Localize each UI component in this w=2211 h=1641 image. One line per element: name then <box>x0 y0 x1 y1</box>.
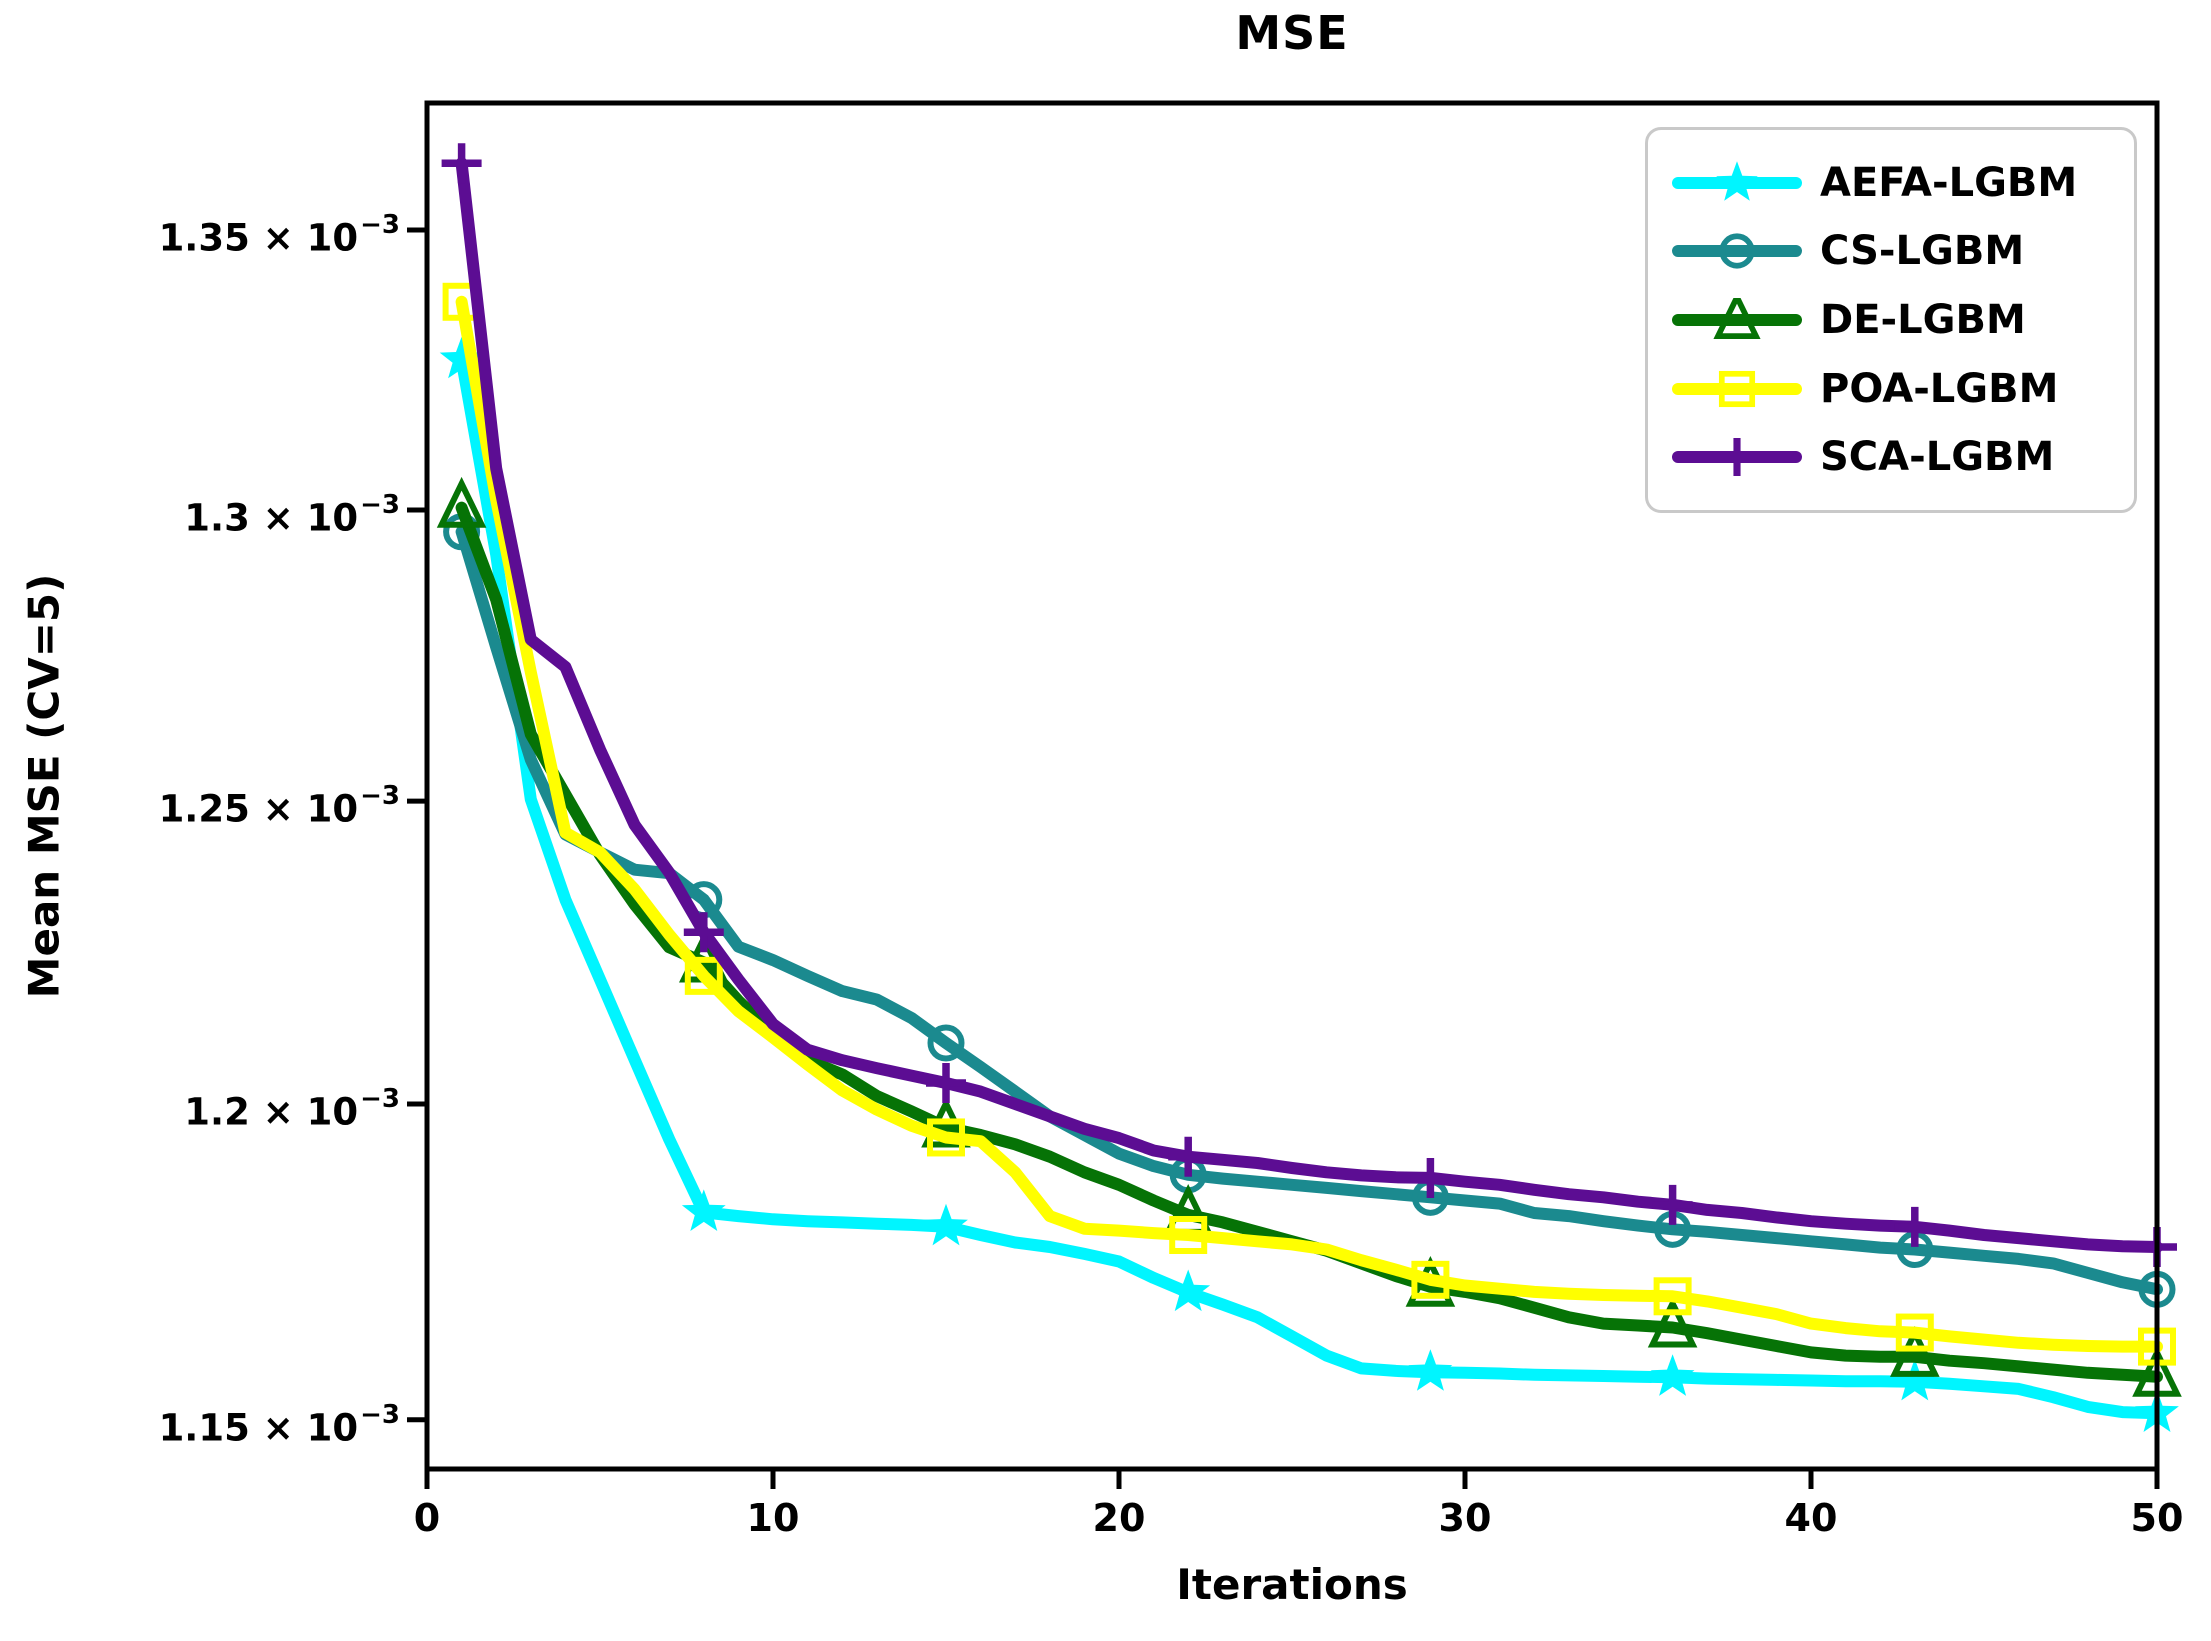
aefa-lgbm-line <box>455 353 2163 1420</box>
x-tick-label-2: 20 <box>1092 1496 1146 1540</box>
poa-lgbm-square-marker <box>1169 1215 1208 1254</box>
legend-item-sca-lgbm: SCA-LGBM <box>1672 435 2134 479</box>
x-tick-label-0: 0 <box>413 1496 441 1540</box>
legend-circle-marker <box>1719 233 1755 269</box>
aefa-lgbm-star-marker <box>1408 1349 1453 1391</box>
sca-lgbm-plus-marker <box>926 1062 966 1103</box>
sca-lgbm-plus-marker <box>1168 1136 1209 1177</box>
aefa-lgbm-star-marker <box>1166 1269 1211 1312</box>
aefa-lgbm-star-marker <box>1650 1354 1695 1396</box>
legend-item-poa-lgbm: POA-LGBM <box>1672 367 2134 411</box>
x-tick-label-5: 50 <box>2130 1496 2184 1540</box>
plus-marker-icon <box>1672 438 1802 477</box>
aefa-lgbm-star-marker <box>924 1203 968 1246</box>
y-tick-label-4: 1.15 × 10−3 <box>158 1399 400 1450</box>
circle-marker-icon <box>1672 233 1802 269</box>
x-tick-label-4: 40 <box>1784 1496 1838 1540</box>
legend-triangle-marker <box>1713 297 1761 339</box>
legend-item-de-lgbm: DE-LGBM <box>1672 296 2134 343</box>
poa-lgbm-square-marker <box>1653 1277 1692 1316</box>
legend-label: AEFA-LGBM <box>1820 159 2078 206</box>
aefa-lgbm-star-marker <box>681 1189 726 1231</box>
cs-lgbm-circle-marker <box>927 1024 965 1062</box>
sca-lgbm-plus-marker <box>1410 1157 1451 1198</box>
legend-label: DE-LGBM <box>1820 296 2026 343</box>
poa-lgbm-line <box>455 295 2163 1353</box>
legend-square-marker <box>1718 370 1756 407</box>
legend-star-marker <box>1716 160 1758 201</box>
legend-item-cs-lgbm: CS-LGBM <box>1672 229 2134 273</box>
sca-lgbm-plus-marker <box>441 143 482 184</box>
y-tick-label-0: 1.35 × 10−3 <box>158 209 400 260</box>
legend-plus-marker <box>1718 438 1756 477</box>
aefa-lgbm-star-marker <box>1892 1358 1937 1401</box>
de-lgbm-triangle-marker <box>1889 1325 1940 1377</box>
poa-lgbm-square-marker <box>1411 1260 1450 1299</box>
legend: AEFA-LGBM CS-LGBM DE-LGBM POA-LGBM SCA-L… <box>1645 127 2137 513</box>
legend-label: POA-LGBM <box>1820 365 2059 412</box>
aefa-lgbm-star-marker <box>439 336 484 379</box>
sca-lgbm-plus-marker <box>1652 1184 1693 1225</box>
legend-item-aefa-lgbm: AEFA-LGBM <box>1672 159 2134 206</box>
x-tick-label-1: 10 <box>746 1496 800 1540</box>
plot-frame <box>424 100 2160 1472</box>
poa-lgbm-square-marker <box>1895 1313 1934 1352</box>
star-marker-icon <box>1672 160 1802 201</box>
de-lgbm-triangle-marker <box>436 476 487 528</box>
triangle-marker-icon <box>1672 297 1802 339</box>
x-axis-label: Iterations <box>1176 1560 1408 1609</box>
chart-title: MSE <box>1235 6 1349 60</box>
de-lgbm-triangle-marker <box>1647 1296 1698 1348</box>
x-tick-label-3: 30 <box>1438 1496 1492 1540</box>
y-tick-label-1: 1.3 × 10−3 <box>184 490 400 540</box>
sca-lgbm-plus-marker <box>1894 1206 1935 1247</box>
sca-lgbm-plus-marker <box>683 912 724 953</box>
legend-label: CS-LGBM <box>1820 228 2025 275</box>
legend-label: SCA-LGBM <box>1820 434 2055 481</box>
square-marker-icon <box>1672 370 1802 407</box>
y-tick-label-3: 1.2 × 10−3 <box>184 1083 400 1134</box>
sca-lgbm-line <box>455 157 2163 1253</box>
cs-lgbm-line <box>455 525 2163 1296</box>
poa-lgbm-square-marker <box>927 1118 965 1157</box>
poa-lgbm-square-marker <box>684 956 723 995</box>
y-tick-label-2: 1.25 × 10−3 <box>158 781 400 831</box>
